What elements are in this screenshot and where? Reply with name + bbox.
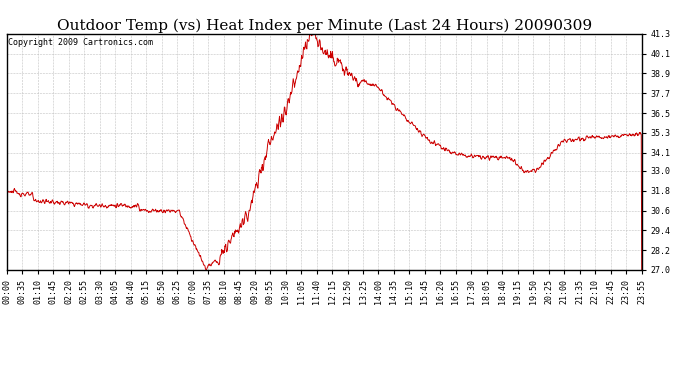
Text: Copyright 2009 Cartronics.com: Copyright 2009 Cartronics.com: [8, 39, 153, 48]
Title: Outdoor Temp (vs) Heat Index per Minute (Last 24 Hours) 20090309: Outdoor Temp (vs) Heat Index per Minute …: [57, 18, 592, 33]
